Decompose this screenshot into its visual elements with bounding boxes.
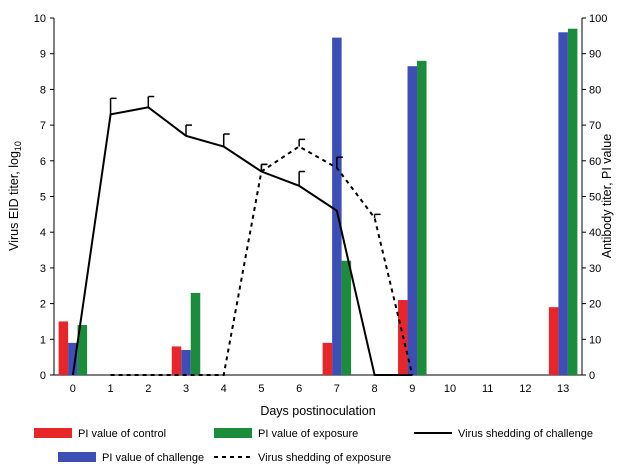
bar-pi-value-of-challenge	[558, 32, 568, 375]
left-y-axis-title: Virus EID titer, log10	[7, 141, 23, 251]
left-y-ticks: 0 1 2 3 4 5 6 7 8 9 10	[34, 13, 54, 382]
legend-swatch	[214, 428, 252, 438]
lines	[71, 95, 414, 376]
left-tick-label: 1	[40, 334, 46, 346]
right-tick-label: 50	[589, 192, 601, 204]
axes	[53, 18, 583, 376]
right-y-ticks: 0 10 20 30 40 50 60 70 80 90 100	[582, 13, 607, 382]
bar-pi-value-of-control	[548, 307, 559, 375]
left-tick-label: 10	[34, 13, 46, 25]
left-tick-label: 8	[40, 84, 46, 96]
x-tick-label: 7	[334, 383, 340, 395]
right-tick-label: 0	[589, 370, 595, 382]
legend-swatch	[34, 428, 72, 438]
left-y-axis-title-main: Virus EID titer, log	[7, 151, 21, 251]
bar-pi-value-of-exposure	[190, 292, 201, 375]
right-y-axis-title: Antibody titer, PI value	[600, 134, 614, 258]
x-tick-label: 5	[258, 383, 264, 395]
bar-pi-value-of-challenge	[407, 66, 418, 375]
legend-label: Virus shedding of challenge	[458, 428, 593, 440]
bar-pi-value-of-control	[171, 346, 182, 375]
bar-pi-value-of-control	[58, 321, 69, 375]
x-tick-label: 2	[145, 383, 151, 395]
right-tick-label: 90	[589, 49, 601, 61]
x-tick-label: 4	[221, 383, 227, 395]
x-tick-label: 10	[444, 383, 456, 395]
bar-pi-value-of-challenge	[332, 37, 342, 375]
left-y-axis-title-subscript: 10	[13, 141, 23, 151]
left-tick-label: 7	[40, 120, 46, 132]
right-tick-label: 100	[589, 13, 607, 25]
bar-pi-value-of-exposure	[77, 325, 88, 375]
left-tick-label: 0	[40, 370, 46, 382]
x-tick-label: 9	[409, 383, 415, 395]
left-tick-label: 5	[40, 192, 46, 204]
bar-pi-value-of-challenge	[181, 350, 191, 375]
legend: PI value of control PI value of exposure V…	[34, 428, 593, 464]
x-tick-label: 1	[108, 383, 114, 395]
bars	[58, 28, 578, 376]
left-tick-label: 9	[40, 49, 46, 61]
legend-swatch	[58, 452, 96, 462]
right-tick-label: 80	[589, 84, 601, 96]
legend-label: PI value of exposure	[258, 428, 358, 440]
x-tick-label: 12	[519, 383, 531, 395]
bar-pi-value-of-exposure	[417, 60, 427, 376]
left-tick-label: 2	[40, 299, 46, 311]
right-tick-label: 40	[589, 227, 601, 239]
bar-pi-value-of-exposure	[567, 28, 578, 376]
left-tick-label: 3	[40, 263, 46, 275]
x-tick-label: 13	[557, 383, 569, 395]
left-tick-label: 4	[40, 227, 46, 239]
legend-label: Virus shedding of exposure	[258, 452, 391, 464]
legend-label: PI value of control	[78, 428, 166, 440]
right-tick-label: 70	[589, 120, 601, 132]
left-tick-label: 6	[40, 156, 46, 168]
x-tick-label: 3	[183, 383, 189, 395]
x-tick-label: 8	[372, 383, 378, 395]
x-tick-label: 0	[70, 383, 76, 395]
bar-pi-value-of-control	[322, 342, 333, 375]
line-virus-shedding-of-challenge	[71, 106, 413, 376]
bar-pi-value-of-challenge	[68, 342, 78, 375]
x-tick-label: 11	[482, 383, 493, 395]
right-tick-label: 20	[589, 299, 601, 311]
right-tick-label: 10	[589, 334, 601, 346]
x-axis-title: Days postinoculation	[260, 404, 375, 418]
bar-pi-value-of-exposure	[341, 260, 352, 375]
right-tick-label: 30	[589, 263, 601, 275]
right-tick-label: 60	[589, 156, 601, 168]
x-ticks: 0 1 2 3 4 5 6 7 8 9 10 11 12 13	[70, 383, 569, 395]
x-tick-label: 6	[296, 383, 302, 395]
legend-label: PI value of challenge	[102, 452, 204, 464]
